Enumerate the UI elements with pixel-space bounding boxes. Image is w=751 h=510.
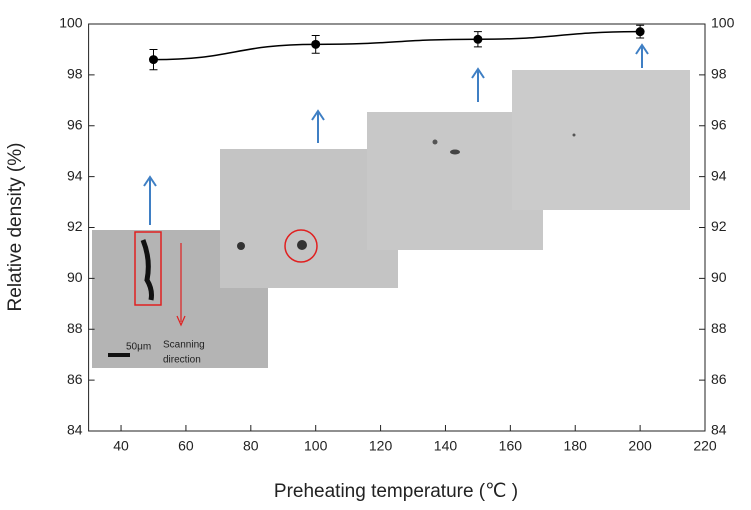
y2-tick-label: 86 xyxy=(711,371,727,387)
point xyxy=(473,34,483,44)
y2-tick-label: 90 xyxy=(711,269,727,285)
x-axis-title: Preheating temperature (℃ ) xyxy=(274,481,518,502)
x-tick-label: 40 xyxy=(113,438,129,454)
pore xyxy=(140,239,154,301)
highlight-circle xyxy=(284,229,318,263)
y2-tick-label: 88 xyxy=(711,320,727,336)
line xyxy=(153,30,641,61)
pore xyxy=(432,139,438,145)
scale-label: 50μm xyxy=(126,342,151,353)
x-tick-label: 140 xyxy=(434,438,458,454)
x-tick-label: 160 xyxy=(499,438,523,454)
x-tick-label: 180 xyxy=(564,438,588,454)
scale-bar xyxy=(108,353,130,357)
x-tick-label: 200 xyxy=(628,438,652,454)
y2-tick-label: 96 xyxy=(711,116,727,132)
arrows xyxy=(143,43,649,225)
y2-tick-label: 92 xyxy=(711,218,727,234)
point xyxy=(311,39,321,49)
y-tick-label: 94 xyxy=(67,167,83,183)
pore xyxy=(450,149,460,155)
y-tick-label: 84 xyxy=(67,422,83,438)
micrograph xyxy=(512,70,690,210)
y2-tick-label: 98 xyxy=(711,66,727,82)
highlight-box xyxy=(134,231,162,306)
x-tick-label: 100 xyxy=(304,438,328,454)
pore xyxy=(237,242,245,250)
y2-tick-label: 94 xyxy=(711,167,727,183)
y-tick-label: 92 xyxy=(67,218,83,234)
y-tick-label: 86 xyxy=(67,371,83,387)
y2-tick-label: 84 xyxy=(711,422,727,438)
y-tick-label: 90 xyxy=(67,269,83,285)
annotation: direction xyxy=(163,355,201,366)
y-tick-label: 88 xyxy=(67,320,83,336)
point xyxy=(148,55,158,65)
point xyxy=(635,27,645,37)
x-tick-label: 80 xyxy=(243,438,259,454)
x-tick-label: 120 xyxy=(369,438,393,454)
insets: 50μm Scanning direction xyxy=(92,43,690,368)
y-tick-label: 100 xyxy=(59,15,83,31)
scan-arrow-head xyxy=(176,315,186,327)
y-axis-title: Relative density (%) xyxy=(5,143,26,312)
y2-tick-label: 100 xyxy=(711,15,735,31)
pore xyxy=(572,133,576,137)
x-tick-label: 60 xyxy=(178,438,194,454)
annotation: Scanning xyxy=(163,340,205,351)
y-tick-label: 96 xyxy=(67,116,83,132)
pore xyxy=(297,240,307,250)
y-tick-label: 98 xyxy=(67,66,83,82)
x-tick-label: 220 xyxy=(693,438,717,454)
